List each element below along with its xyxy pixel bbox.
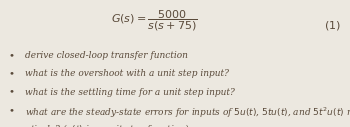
Text: what is the overshoot with a unit step input?: what is the overshoot with a unit step i… bbox=[25, 69, 229, 78]
Text: •: • bbox=[9, 88, 15, 97]
Text: what are the steady-state errors for inputs of $5u(t)$, $5tu(t)$, and $5t^2u(t)$: what are the steady-state errors for inp… bbox=[25, 106, 350, 120]
Text: what is the settling time for a unit step input?: what is the settling time for a unit ste… bbox=[25, 88, 235, 97]
Text: •: • bbox=[9, 69, 15, 78]
Text: •: • bbox=[9, 106, 15, 115]
Text: tively? ($u(t)$ is a unit step function): tively? ($u(t)$ is a unit step function) bbox=[30, 122, 190, 127]
Text: derive closed-loop transfer function: derive closed-loop transfer function bbox=[25, 51, 188, 60]
Text: $(1)$: $(1)$ bbox=[324, 19, 341, 32]
Text: •: • bbox=[9, 51, 15, 60]
Text: $G(s) = \dfrac{5000}{s(s+75)}$: $G(s) = \dfrac{5000}{s(s+75)}$ bbox=[111, 9, 197, 33]
